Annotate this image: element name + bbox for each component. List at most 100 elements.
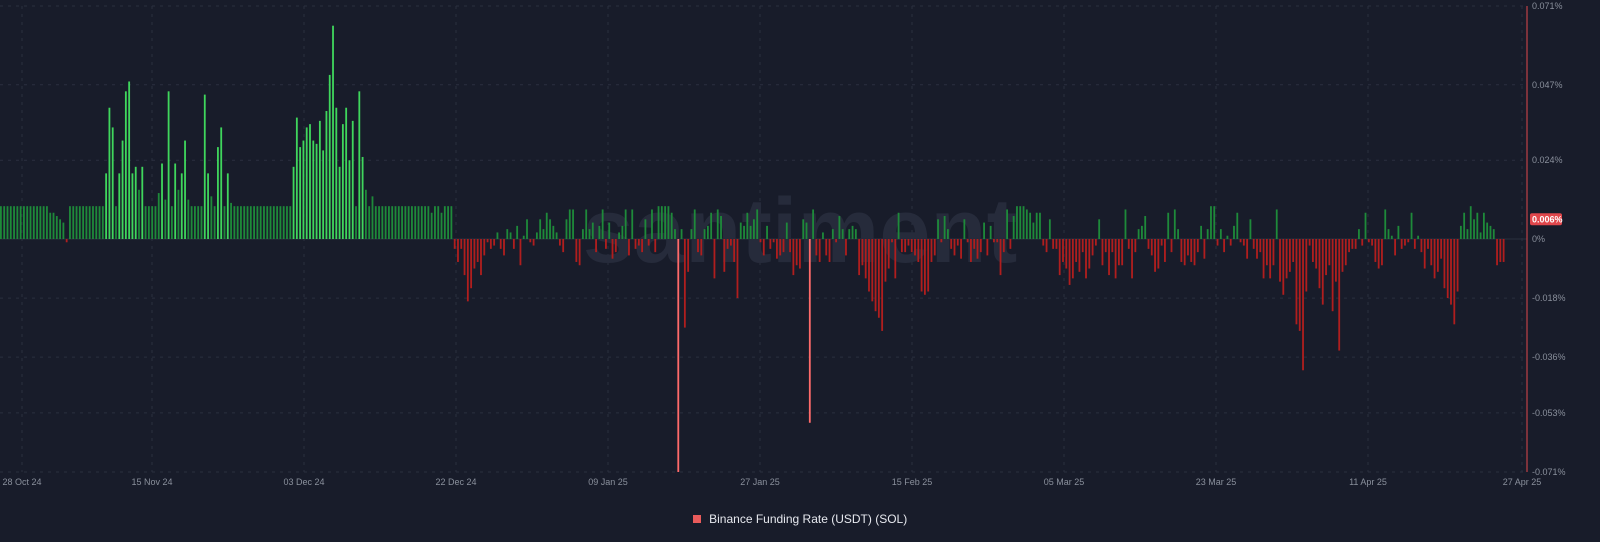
- bar[interactable]: [417, 206, 420, 239]
- bar[interactable]: [1338, 239, 1341, 351]
- bar[interactable]: [1367, 239, 1370, 243]
- bar[interactable]: [667, 206, 670, 239]
- bar[interactable]: [1071, 239, 1074, 279]
- bar[interactable]: [1321, 239, 1324, 305]
- bar[interactable]: [683, 239, 686, 328]
- bar[interactable]: [1062, 239, 1064, 262]
- bar[interactable]: [904, 239, 907, 253]
- bar[interactable]: [325, 111, 328, 239]
- bar[interactable]: [1173, 209, 1176, 239]
- bar[interactable]: [105, 173, 108, 239]
- bar[interactable]: [1262, 239, 1265, 279]
- bar[interactable]: [651, 209, 653, 239]
- bar[interactable]: [292, 166, 295, 239]
- bar[interactable]: [1272, 239, 1275, 266]
- bar[interactable]: [519, 239, 522, 266]
- bar[interactable]: [1482, 212, 1485, 239]
- bar[interactable]: [1279, 239, 1281, 282]
- bar[interactable]: [654, 239, 657, 253]
- bar[interactable]: [766, 225, 768, 239]
- bar[interactable]: [634, 239, 637, 249]
- bar[interactable]: [499, 239, 502, 249]
- bar[interactable]: [999, 239, 1002, 276]
- bar[interactable]: [940, 239, 943, 243]
- bar[interactable]: [1078, 239, 1081, 272]
- bar[interactable]: [762, 239, 765, 256]
- bar[interactable]: [305, 127, 308, 239]
- bar[interactable]: [420, 206, 423, 239]
- bar[interactable]: [381, 206, 384, 239]
- bar[interactable]: [828, 239, 831, 262]
- bar[interactable]: [881, 239, 884, 331]
- bar[interactable]: [151, 206, 154, 239]
- bar[interactable]: [450, 206, 453, 239]
- bar[interactable]: [476, 239, 479, 262]
- bar[interactable]: [782, 239, 785, 253]
- bar[interactable]: [19, 206, 22, 239]
- bar[interactable]: [167, 91, 170, 239]
- bar[interactable]: [618, 232, 620, 239]
- bar[interactable]: [3, 206, 6, 239]
- bar[interactable]: [1440, 239, 1443, 259]
- bar[interactable]: [792, 239, 795, 276]
- bar[interactable]: [42, 206, 45, 239]
- bar[interactable]: [480, 239, 482, 276]
- bar[interactable]: [236, 206, 239, 239]
- bar[interactable]: [1374, 239, 1377, 262]
- bar[interactable]: [529, 239, 532, 243]
- bar[interactable]: [1371, 239, 1373, 246]
- bar[interactable]: [917, 239, 920, 262]
- bar[interactable]: [266, 206, 269, 239]
- bar[interactable]: [1381, 239, 1383, 266]
- bar[interactable]: [907, 239, 910, 246]
- bar[interactable]: [358, 91, 361, 239]
- bar[interactable]: [1242, 239, 1245, 246]
- bar[interactable]: [693, 209, 696, 239]
- bar[interactable]: [1223, 239, 1226, 253]
- bar[interactable]: [572, 209, 574, 239]
- bar[interactable]: [312, 140, 315, 239]
- bar[interactable]: [1226, 235, 1229, 239]
- bar[interactable]: [187, 199, 190, 239]
- bar[interactable]: [1052, 239, 1055, 249]
- bar[interactable]: [200, 206, 203, 239]
- bar[interactable]: [210, 196, 213, 239]
- bar[interactable]: [230, 202, 232, 239]
- bar[interactable]: [516, 225, 519, 239]
- bar[interactable]: [808, 239, 811, 423]
- bar[interactable]: [943, 216, 946, 239]
- bar[interactable]: [361, 156, 364, 239]
- bar[interactable]: [874, 239, 877, 312]
- bar[interactable]: [799, 239, 801, 269]
- chart-legend[interactable]: Binance Funding Rate (USDT) (SOL): [0, 512, 1600, 526]
- bar[interactable]: [279, 206, 282, 239]
- bar[interactable]: [1256, 239, 1258, 259]
- bar[interactable]: [246, 206, 249, 239]
- bar[interactable]: [1450, 239, 1452, 305]
- bar[interactable]: [213, 206, 216, 239]
- bar[interactable]: [713, 239, 716, 279]
- bar[interactable]: [1430, 239, 1433, 266]
- bar[interactable]: [690, 229, 693, 239]
- bar[interactable]: [276, 206, 279, 239]
- bar[interactable]: [877, 239, 880, 318]
- bar[interactable]: [1196, 239, 1199, 253]
- bar[interactable]: [1384, 209, 1387, 239]
- bar[interactable]: [825, 239, 828, 256]
- bar[interactable]: [85, 206, 88, 239]
- bar[interactable]: [729, 239, 732, 246]
- bar[interactable]: [1328, 239, 1331, 266]
- bar[interactable]: [13, 206, 15, 239]
- bar[interactable]: [453, 239, 456, 249]
- bar[interactable]: [621, 225, 624, 239]
- bar[interactable]: [1091, 239, 1094, 256]
- bar[interactable]: [62, 222, 65, 239]
- bar[interactable]: [1137, 229, 1140, 239]
- bar[interactable]: [75, 206, 78, 239]
- bar[interactable]: [184, 140, 186, 239]
- bar[interactable]: [39, 206, 42, 239]
- bar[interactable]: [388, 206, 390, 239]
- bar[interactable]: [841, 229, 844, 239]
- bar[interactable]: [509, 232, 512, 239]
- bar[interactable]: [979, 239, 982, 253]
